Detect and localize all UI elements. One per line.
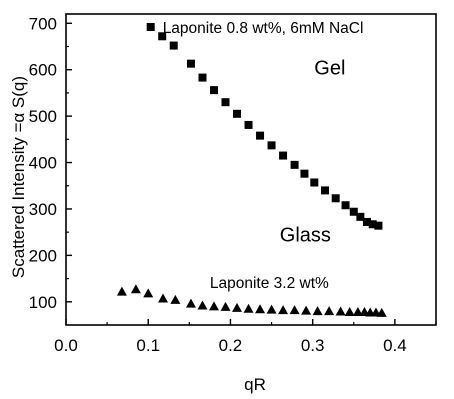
data-point-triangle (312, 306, 323, 316)
data-point-triangle (143, 288, 154, 298)
data-point-triangle (220, 301, 231, 311)
y-tick-label: 500 (29, 107, 57, 126)
x-tick-label: 0.4 (383, 336, 407, 355)
data-point-square (341, 201, 350, 210)
data-point-square (221, 98, 230, 107)
x-tick-label: 0.1 (136, 336, 160, 355)
x-tick-label: 0.0 (54, 336, 78, 355)
data-point-square (362, 217, 371, 226)
data-point-triangle (170, 294, 181, 304)
annotation-layer: Laponite 0.8 wt%, 6mM NaCl Gel Glass Laponi… (163, 20, 364, 292)
data-point-triangle (301, 305, 312, 315)
series-label-gel: Laponite 0.8 wt%, 6mM NaCl (163, 20, 364, 37)
data-point-triangle (289, 305, 300, 315)
x-axis-label: qR (244, 375, 266, 394)
data-point-square (267, 141, 276, 150)
y-axis-ticks: 100 200 300 400 500 600 700 (29, 14, 72, 312)
data-point-triangle (255, 304, 266, 314)
data-point-square (279, 151, 288, 160)
data-point-square (158, 32, 167, 41)
plot-frame (65, 13, 437, 326)
data-point-square (290, 160, 299, 169)
data-point-square (169, 41, 178, 50)
y-tick-label: 300 (29, 200, 57, 219)
y-tick-label: 400 (29, 154, 57, 173)
y-axis-label: Scattered Intensity =α S(q) (9, 76, 28, 278)
data-point-triangle (243, 303, 254, 313)
data-point-triangle (376, 307, 387, 317)
data-point-triangle (158, 293, 169, 303)
data-point-triangle (335, 306, 346, 316)
data-point-triangle (352, 307, 363, 317)
data-point-square (321, 186, 329, 195)
data-point-triangle (344, 307, 355, 317)
data-point-square (210, 86, 218, 95)
y-tick-label: 100 (29, 293, 57, 312)
data-point-square (256, 131, 265, 140)
annotation-glass: Glass (280, 224, 331, 246)
y-tick-label: 600 (29, 61, 57, 80)
data-point-triangle (116, 286, 127, 296)
data-point-triangle (130, 284, 141, 294)
data-point-square (331, 194, 340, 203)
data-point-triangle (185, 298, 196, 308)
data-point-triangle (278, 305, 289, 315)
data-point-square (146, 22, 155, 31)
data-point-square (300, 169, 309, 178)
data-point-square (374, 221, 383, 230)
x-tick-label: 0.3 (301, 336, 325, 355)
data-point-square (186, 59, 195, 68)
annotation-laponite-3-2-wt-: Laponite 3.2 wt% (210, 275, 329, 292)
series-glass (116, 284, 387, 317)
data-point-square (368, 220, 377, 229)
data-point-square (244, 120, 253, 129)
y-tick-label: 700 (29, 14, 57, 33)
data-point-square (349, 207, 358, 216)
data-point-triangle (232, 302, 243, 312)
data-point-square (233, 109, 242, 118)
series-layer (116, 22, 387, 317)
x-axis-ticks: 0.0 0.1 0.2 0.3 0.4 (54, 319, 437, 355)
data-point-triangle (197, 300, 208, 310)
annotation-gel: Gel (314, 57, 345, 79)
data-point-triangle (209, 301, 219, 311)
data-point-triangle (266, 304, 277, 314)
series-gel (146, 22, 383, 230)
data-point-square (310, 178, 319, 187)
data-point-square (198, 73, 207, 82)
x-tick-label: 0.2 (219, 336, 243, 355)
plot-border (65, 13, 437, 326)
data-point-triangle (324, 306, 335, 316)
data-point-square (356, 212, 365, 221)
y-tick-label: 200 (29, 246, 57, 265)
